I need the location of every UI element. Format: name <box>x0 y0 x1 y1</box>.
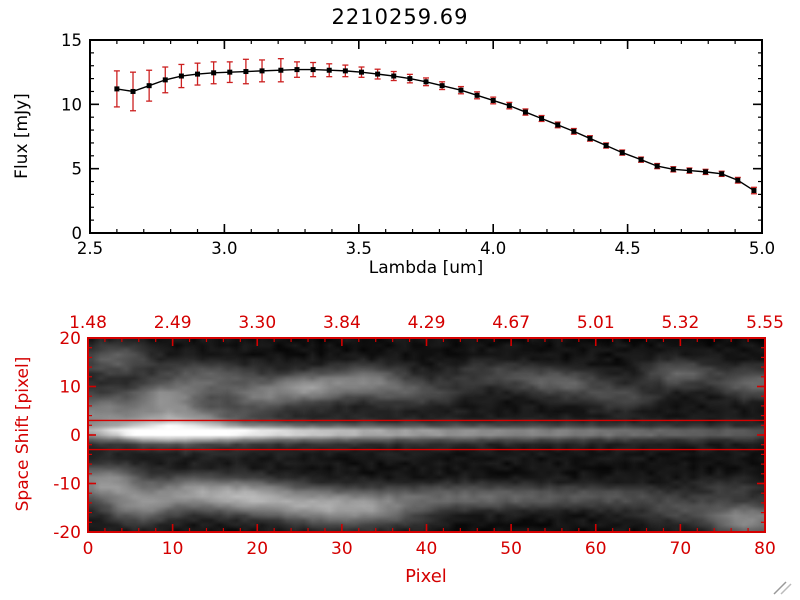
data-marker <box>735 177 741 183</box>
wavelength-label: 4.67 <box>492 313 530 333</box>
wavelength-label: 3.30 <box>238 313 276 333</box>
shift-tick-label: -10 <box>53 475 81 495</box>
data-marker <box>555 122 561 128</box>
data-marker <box>391 73 397 79</box>
data-marker <box>686 168 692 174</box>
shift-tick-label: -20 <box>53 523 81 543</box>
spectrum-line <box>116 68 755 192</box>
pixel-tick-label: 80 <box>754 539 776 559</box>
x-tick-label: 3.5 <box>346 239 372 258</box>
y-tick-label: 10 <box>61 95 82 114</box>
pixel-tick-label: 0 <box>83 539 94 559</box>
x-tick-label: 5.0 <box>749 239 775 258</box>
pixel-tick-label: 20 <box>246 539 268 559</box>
data-marker <box>587 135 593 141</box>
shift-tick-label: 10 <box>59 378 81 398</box>
pixel-tick-label: 10 <box>162 539 184 559</box>
wavelength-label: 1.48 <box>69 313 107 333</box>
space-shift-axis-label: Space Shift [pixel] <box>13 356 33 512</box>
x-tick-label: 3.0 <box>211 239 237 258</box>
flux-axis-label: Flux [mJy] <box>12 93 32 179</box>
data-marker <box>506 103 512 109</box>
data-marker <box>162 77 168 83</box>
data-marker <box>227 69 233 75</box>
data-marker <box>603 143 609 149</box>
data-marker <box>539 115 545 121</box>
data-marker <box>195 71 201 77</box>
data-marker <box>407 76 413 82</box>
wavelength-label: 2.49 <box>154 313 192 333</box>
data-marker <box>703 169 709 175</box>
wavelength-label: 5.32 <box>661 313 699 333</box>
data-marker <box>310 67 316 73</box>
data-marker <box>130 88 136 94</box>
data-marker <box>571 128 577 134</box>
data-marker <box>342 68 348 74</box>
data-marker <box>751 188 757 194</box>
data-marker <box>278 67 284 73</box>
wavelength-label: 5.55 <box>746 313 784 333</box>
data-marker <box>114 86 120 92</box>
data-marker <box>146 83 152 89</box>
spectrum-axes-box <box>89 39 763 234</box>
data-marker <box>423 79 429 85</box>
x-tick-label: 4.0 <box>480 239 506 258</box>
wavelength-label: 4.29 <box>408 313 446 333</box>
pixel-tick-label: 60 <box>585 539 607 559</box>
data-marker <box>326 67 332 73</box>
spectral-image-canvas <box>88 338 765 532</box>
x-tick-label: 2.5 <box>77 239 103 258</box>
data-marker <box>522 109 528 115</box>
shift-tick-label: 0 <box>70 426 81 446</box>
resize-grip-icon[interactable] <box>770 580 794 596</box>
pixel-tick-label: 70 <box>670 539 692 559</box>
data-marker <box>458 87 464 93</box>
data-marker <box>670 166 676 172</box>
x-tick-label: 4.5 <box>614 239 640 258</box>
data-marker <box>259 68 265 74</box>
data-marker <box>294 67 300 73</box>
pixel-tick-label: 50 <box>500 539 522 559</box>
y-tick-label: 0 <box>72 224 83 243</box>
data-marker <box>654 163 660 169</box>
data-marker <box>358 69 364 75</box>
pixel-tick-label: 30 <box>331 539 353 559</box>
shift-tick-label: 20 <box>59 329 81 349</box>
data-marker <box>439 83 445 89</box>
data-marker <box>490 97 496 103</box>
data-marker <box>243 69 249 75</box>
plot-title: 2210259.69 <box>331 5 469 29</box>
data-marker <box>619 150 625 156</box>
data-marker <box>719 171 725 177</box>
data-marker <box>375 71 381 77</box>
y-tick-label: 15 <box>61 31 82 50</box>
data-marker <box>638 157 644 163</box>
pixel-axis-label: Pixel <box>405 566 447 587</box>
y-tick-label: 5 <box>72 160 83 179</box>
wavelength-label: 3.84 <box>323 313 361 333</box>
lambda-axis-label: Lambda [um] <box>368 258 484 278</box>
pixel-tick-label: 40 <box>416 539 438 559</box>
data-marker <box>211 70 217 76</box>
data-marker <box>178 73 184 79</box>
data-marker <box>474 92 480 98</box>
wavelength-label: 5.01 <box>577 313 615 333</box>
